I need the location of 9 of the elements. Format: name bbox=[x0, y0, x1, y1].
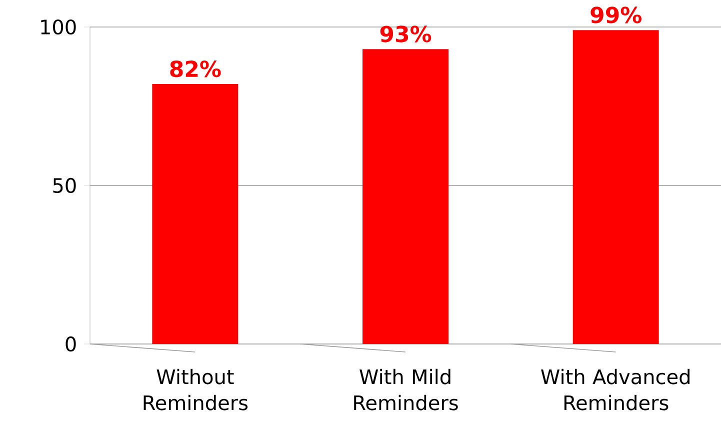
data-label: 82% bbox=[170, 60, 221, 78]
y-tick-label: 100 bbox=[41, 19, 76, 35]
x-tick-label: Without Reminders bbox=[144, 368, 248, 410]
x-tick-label: With Mild Reminders bbox=[354, 368, 458, 410]
data-label: 99% bbox=[590, 6, 642, 24]
y-tick-label: 0 bbox=[66, 336, 76, 352]
data-label: 93% bbox=[380, 26, 432, 42]
y-tick-label: 50 bbox=[53, 178, 76, 194]
x-tick-label: With Advanced Reminders bbox=[541, 368, 690, 410]
